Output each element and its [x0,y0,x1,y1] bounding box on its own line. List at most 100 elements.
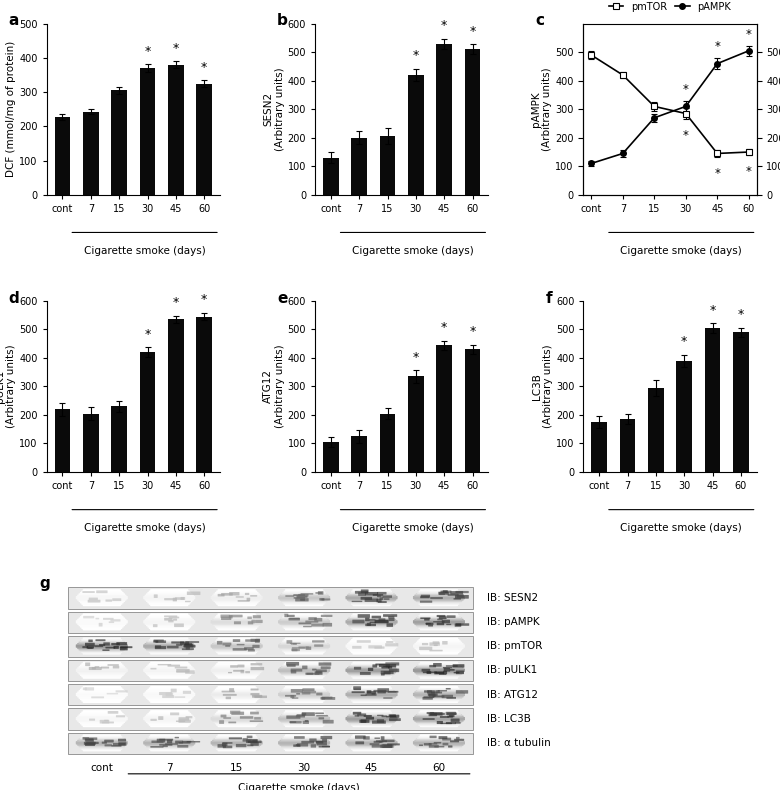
FancyBboxPatch shape [302,713,307,715]
FancyBboxPatch shape [215,616,258,618]
FancyBboxPatch shape [382,744,392,748]
FancyBboxPatch shape [322,739,327,742]
FancyBboxPatch shape [312,668,317,671]
FancyBboxPatch shape [246,739,252,743]
FancyBboxPatch shape [351,663,392,665]
FancyBboxPatch shape [144,694,195,696]
FancyBboxPatch shape [414,647,463,649]
FancyBboxPatch shape [92,667,96,669]
FancyBboxPatch shape [83,687,87,690]
FancyBboxPatch shape [314,645,323,647]
Text: a: a [9,13,19,28]
FancyBboxPatch shape [423,697,433,700]
FancyBboxPatch shape [211,718,263,720]
FancyBboxPatch shape [147,674,191,676]
FancyBboxPatch shape [236,596,244,598]
FancyBboxPatch shape [159,739,173,741]
FancyBboxPatch shape [349,674,393,676]
FancyBboxPatch shape [429,649,442,652]
FancyBboxPatch shape [441,694,453,698]
FancyBboxPatch shape [453,598,461,600]
FancyBboxPatch shape [456,671,464,674]
FancyBboxPatch shape [245,639,259,641]
FancyBboxPatch shape [367,691,376,694]
FancyBboxPatch shape [154,640,164,641]
FancyBboxPatch shape [282,747,326,749]
FancyBboxPatch shape [420,596,430,598]
FancyBboxPatch shape [358,614,370,618]
FancyBboxPatch shape [83,710,121,713]
FancyBboxPatch shape [356,741,364,744]
FancyBboxPatch shape [278,597,330,600]
FancyBboxPatch shape [216,651,257,653]
FancyBboxPatch shape [311,623,324,626]
FancyBboxPatch shape [219,720,224,724]
FancyBboxPatch shape [77,744,126,746]
FancyBboxPatch shape [354,667,361,670]
FancyBboxPatch shape [451,719,459,722]
FancyBboxPatch shape [285,662,323,664]
FancyBboxPatch shape [218,628,256,630]
Text: *: * [738,308,744,322]
FancyBboxPatch shape [383,614,397,617]
FancyBboxPatch shape [353,710,391,713]
FancyBboxPatch shape [416,624,463,626]
FancyBboxPatch shape [185,643,193,645]
FancyBboxPatch shape [438,736,448,739]
FancyBboxPatch shape [80,626,124,628]
FancyBboxPatch shape [297,743,308,747]
FancyBboxPatch shape [456,623,470,626]
FancyBboxPatch shape [360,720,370,723]
FancyBboxPatch shape [434,672,444,675]
FancyBboxPatch shape [349,747,393,749]
FancyBboxPatch shape [76,597,128,600]
FancyBboxPatch shape [347,695,396,698]
FancyBboxPatch shape [282,737,326,739]
FancyBboxPatch shape [81,651,122,653]
FancyBboxPatch shape [321,666,331,669]
FancyBboxPatch shape [421,669,431,672]
FancyBboxPatch shape [418,590,459,592]
FancyBboxPatch shape [375,664,385,665]
FancyBboxPatch shape [81,748,122,750]
FancyBboxPatch shape [433,695,445,698]
FancyBboxPatch shape [181,597,185,600]
FancyBboxPatch shape [293,594,305,596]
FancyBboxPatch shape [349,617,395,619]
FancyBboxPatch shape [83,646,88,648]
FancyBboxPatch shape [429,745,439,747]
FancyBboxPatch shape [77,739,126,742]
Text: *: * [413,49,419,62]
FancyBboxPatch shape [216,712,257,713]
FancyBboxPatch shape [144,597,195,600]
FancyBboxPatch shape [176,644,183,646]
FancyBboxPatch shape [450,740,459,743]
FancyBboxPatch shape [425,623,431,624]
FancyBboxPatch shape [175,737,179,739]
FancyBboxPatch shape [211,620,263,623]
FancyBboxPatch shape [218,662,256,664]
FancyBboxPatch shape [146,697,193,699]
FancyBboxPatch shape [388,618,395,621]
Bar [465,349,480,472]
Y-axis label: SESN2
(Arbitrary units): SESN2 (Arbitrary units) [263,67,285,151]
FancyBboxPatch shape [353,686,391,688]
FancyBboxPatch shape [80,616,124,618]
FancyBboxPatch shape [159,692,172,695]
Bar [437,43,452,195]
FancyBboxPatch shape [214,593,260,596]
Text: e: e [277,291,287,306]
Bar [168,65,184,195]
FancyBboxPatch shape [416,641,463,644]
FancyBboxPatch shape [245,671,250,673]
FancyBboxPatch shape [215,649,258,652]
FancyBboxPatch shape [306,672,314,675]
FancyBboxPatch shape [323,623,332,626]
Text: *: * [173,296,179,309]
FancyBboxPatch shape [215,640,258,642]
FancyBboxPatch shape [254,695,267,698]
FancyBboxPatch shape [374,646,385,649]
FancyBboxPatch shape [349,722,393,724]
FancyBboxPatch shape [76,645,128,646]
FancyBboxPatch shape [211,717,263,719]
